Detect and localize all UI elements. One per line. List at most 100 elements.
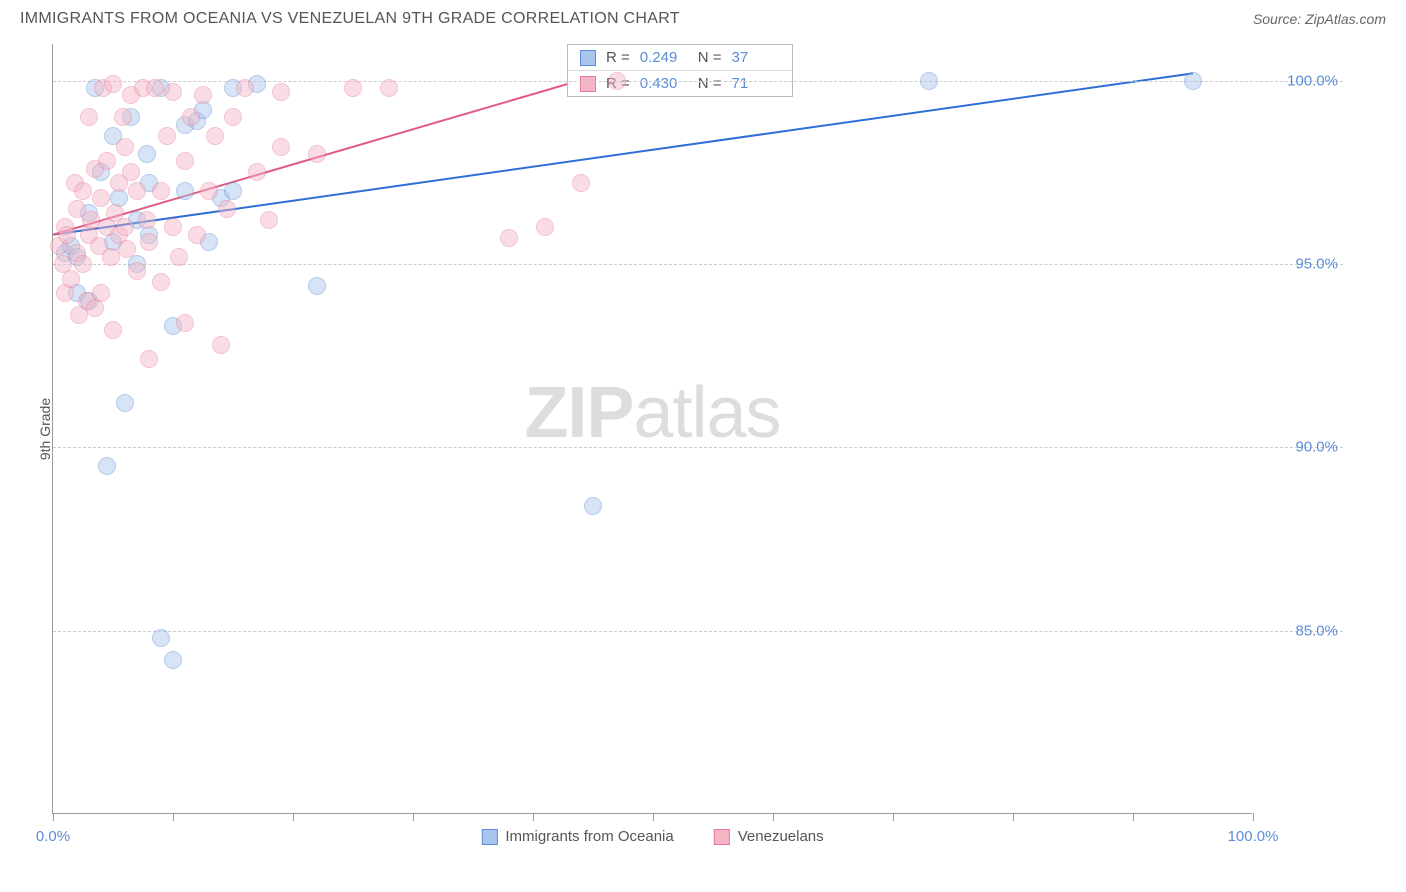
data-point	[152, 629, 170, 647]
x-tick	[53, 813, 54, 821]
data-point	[176, 182, 194, 200]
data-point	[308, 277, 326, 295]
stats-n-label: N =	[698, 49, 722, 66]
data-point	[122, 163, 140, 181]
data-point	[102, 248, 120, 266]
data-point	[272, 138, 290, 156]
stats-n-label: N =	[698, 75, 722, 92]
data-point	[114, 108, 132, 126]
legend-swatch	[580, 76, 596, 92]
data-point	[572, 174, 590, 192]
data-point	[236, 79, 254, 97]
x-tick	[413, 813, 414, 821]
data-point	[536, 218, 554, 236]
data-point	[164, 218, 182, 236]
chart-title: IMMIGRANTS FROM OCEANIA VS VENEZUELAN 9T…	[20, 10, 680, 28]
x-tick	[653, 813, 654, 821]
data-point	[128, 262, 146, 280]
data-point	[188, 226, 206, 244]
source-label: Source: ZipAtlas.com	[1253, 11, 1386, 27]
legend-swatch	[481, 829, 497, 845]
y-axis-label: 9th Grade	[37, 398, 53, 460]
data-point	[272, 83, 290, 101]
legend-swatch	[580, 50, 596, 66]
data-point	[138, 211, 156, 229]
gridline	[53, 264, 1343, 265]
stats-n-value: 37	[732, 49, 780, 66]
x-tick	[533, 813, 534, 821]
legend-item: Venezuelans	[714, 828, 824, 845]
regression-lines	[53, 44, 1253, 814]
x-tick	[1013, 813, 1014, 821]
x-tick	[173, 813, 174, 821]
data-point	[98, 457, 116, 475]
data-point	[344, 79, 362, 97]
data-point	[182, 108, 200, 126]
data-point	[146, 79, 164, 97]
scatter-plot: ZIPatlas R =0.249N =37R =0.430N =71 Immi…	[52, 44, 1252, 814]
data-point	[92, 284, 110, 302]
stats-legend-box: R =0.249N =37R =0.430N =71	[567, 44, 793, 97]
y-tick-label: 90.0%	[1258, 439, 1338, 456]
data-point	[164, 83, 182, 101]
stats-row: R =0.249N =37	[568, 45, 792, 70]
data-point	[140, 233, 158, 251]
data-point	[80, 108, 98, 126]
data-point	[128, 182, 146, 200]
data-point	[206, 127, 224, 145]
x-tick-label: 100.0%	[1228, 828, 1279, 845]
legend-item: Immigrants from Oceania	[481, 828, 673, 845]
data-point	[380, 79, 398, 97]
legend-swatch	[714, 829, 730, 845]
data-point	[248, 163, 266, 181]
data-point	[212, 336, 230, 354]
data-point	[152, 273, 170, 291]
data-point	[1184, 72, 1202, 90]
stats-n-value: 71	[732, 75, 780, 92]
data-point	[176, 152, 194, 170]
data-point	[200, 182, 218, 200]
data-point	[500, 229, 518, 247]
watermark: ZIPatlas	[524, 372, 780, 454]
data-point	[116, 394, 134, 412]
data-point	[74, 182, 92, 200]
data-point	[104, 75, 122, 93]
data-point	[920, 72, 938, 90]
data-point	[118, 240, 136, 258]
data-point	[58, 226, 76, 244]
data-point	[116, 218, 134, 236]
x-tick	[1133, 813, 1134, 821]
stats-r-value: 0.249	[640, 49, 688, 66]
gridline	[53, 447, 1343, 448]
data-point	[584, 497, 602, 515]
y-tick-label: 100.0%	[1258, 72, 1338, 89]
data-point	[104, 321, 122, 339]
stats-r-value: 0.430	[640, 75, 688, 92]
data-point	[194, 86, 212, 104]
gridline	[53, 631, 1343, 632]
data-point	[170, 248, 188, 266]
data-point	[152, 182, 170, 200]
x-tick	[773, 813, 774, 821]
data-point	[92, 189, 110, 207]
data-point	[98, 152, 116, 170]
legend-bottom: Immigrants from Oceania Venezuelans	[481, 828, 823, 845]
data-point	[140, 350, 158, 368]
x-tick	[893, 813, 894, 821]
y-tick-label: 95.0%	[1258, 256, 1338, 273]
data-point	[608, 72, 626, 90]
data-point	[176, 314, 194, 332]
data-point	[218, 200, 236, 218]
data-point	[138, 145, 156, 163]
data-point	[224, 182, 242, 200]
legend-label: Immigrants from Oceania	[505, 828, 673, 845]
data-point	[164, 651, 182, 669]
data-point	[62, 270, 80, 288]
data-point	[74, 255, 92, 273]
x-tick	[1253, 813, 1254, 821]
x-tick-label: 0.0%	[36, 828, 70, 845]
legend-label: Venezuelans	[738, 828, 824, 845]
data-point	[116, 138, 134, 156]
stats-row: R =0.430N =71	[568, 70, 792, 96]
y-tick-label: 85.0%	[1258, 622, 1338, 639]
